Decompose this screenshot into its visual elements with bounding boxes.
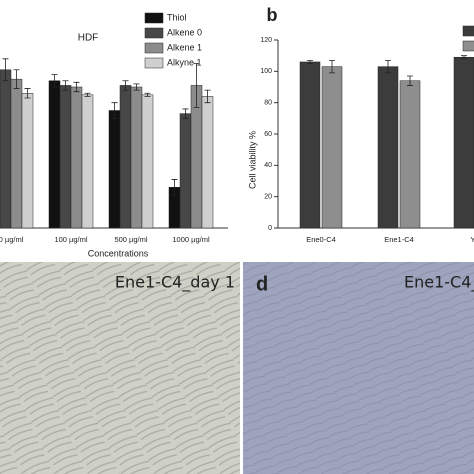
bar — [130, 86, 143, 229]
x-axis-label: Concentrations — [88, 248, 149, 258]
error-bar — [51, 74, 58, 88]
x-tick-label: 100 µg/ml — [54, 235, 87, 244]
bar — [81, 94, 94, 229]
bar — [453, 56, 474, 229]
y-tick-label: 20 — [264, 194, 272, 201]
y-tick-label: 80 — [264, 100, 272, 107]
bar — [21, 93, 34, 229]
micrograph-c — [0, 262, 240, 474]
legend-swatch — [144, 27, 164, 39]
error-bar — [62, 80, 69, 91]
error-bar — [171, 179, 178, 196]
error-bar — [204, 89, 211, 104]
y-tick-label: 40 — [264, 162, 272, 169]
bar — [179, 113, 192, 229]
legend-swatch — [144, 12, 164, 24]
legend-label: Alkene 1 — [167, 42, 202, 52]
legend-label: Alkene 0 — [167, 27, 202, 37]
error-bar — [193, 63, 200, 108]
y-tick-label: 60 — [264, 131, 272, 138]
bar — [10, 78, 23, 229]
error-bar — [133, 83, 140, 91]
bar — [299, 61, 321, 229]
error-bar — [307, 59, 313, 64]
panel-label: d — [256, 273, 268, 295]
bar — [48, 80, 61, 229]
legend-swatch — [462, 25, 474, 37]
error-bar — [24, 88, 31, 99]
y-tick-label: 100 — [260, 68, 272, 75]
bar — [141, 94, 154, 229]
error-bar — [461, 55, 467, 60]
error-bar — [13, 69, 20, 89]
error-bar — [144, 92, 151, 97]
error-bar — [122, 80, 129, 91]
bar — [0, 69, 12, 229]
micrograph-d — [243, 262, 474, 474]
bar — [70, 86, 83, 229]
chart-title: HDF — [78, 33, 99, 44]
error-bar — [84, 92, 91, 97]
image-label: Ene1-C4_day 1 — [115, 273, 235, 293]
bar — [119, 85, 132, 229]
panel-label: b — [267, 5, 278, 25]
error-bar — [73, 81, 80, 93]
error-bar — [111, 102, 118, 119]
bar — [399, 80, 421, 229]
legend-swatch — [144, 57, 164, 69]
bar — [377, 66, 399, 229]
legend-label: Thiol — [167, 12, 187, 22]
legend-label: Alkyne 1 — [167, 57, 202, 67]
y-axis-label: Cell viability % — [247, 131, 257, 189]
x-tick-label: Ene0-C4 — [306, 235, 336, 244]
y-tick-label: 0 — [268, 225, 272, 232]
legend-swatch — [462, 40, 474, 52]
bar — [108, 110, 121, 229]
x-tick-label: 0 µg/ml — [0, 235, 24, 244]
bar — [321, 66, 343, 229]
bar — [59, 85, 72, 229]
error-bar — [385, 59, 391, 74]
x-tick-label: Ene1-C4 — [384, 235, 414, 244]
image-label: Ene1-C4_ — [404, 273, 474, 293]
x-tick-label: 500 µg/ml — [114, 235, 147, 244]
legend-swatch — [144, 42, 164, 54]
y-tick-label: 120 — [260, 37, 272, 44]
error-bar — [329, 59, 335, 74]
error-bar — [182, 108, 189, 119]
error-bar — [2, 58, 9, 82]
bar — [201, 96, 214, 229]
error-bar — [407, 75, 413, 86]
x-tick-label: 1000 µg/ml — [172, 235, 210, 244]
x-tick-label: Yn — [470, 235, 474, 244]
